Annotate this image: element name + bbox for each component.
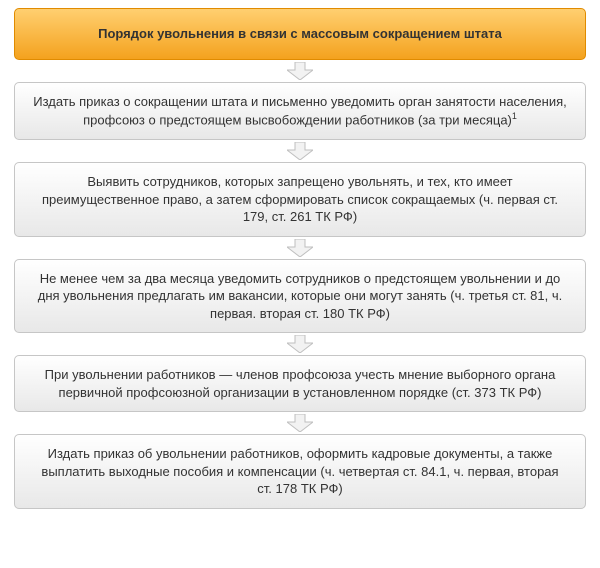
- down-arrow-icon: [287, 60, 313, 82]
- step-text: Издать приказ об увольнении работников, …: [41, 446, 558, 496]
- flowchart-step: Не менее чем за два месяца уведомить сот…: [14, 259, 586, 334]
- step-text: Издать приказ о сокращении штата и письм…: [33, 94, 567, 128]
- flowchart-step: Издать приказ об увольнении работников, …: [14, 434, 586, 509]
- title-text: Порядок увольнения в связи с массовым со…: [98, 26, 502, 41]
- down-arrow-icon: [287, 412, 313, 434]
- step-text: Выявить сотрудников, которых запрещено у…: [42, 174, 558, 224]
- flowchart-step: При увольнении работников — членов профс…: [14, 355, 586, 412]
- footnote-marker: 1: [512, 111, 517, 121]
- down-arrow-icon: [287, 333, 313, 355]
- flowchart-container: Порядок увольнения в связи с массовым со…: [0, 0, 600, 513]
- down-arrow-icon: [287, 140, 313, 162]
- step-text: При увольнении работников — членов профс…: [45, 367, 556, 400]
- flowchart-title: Порядок увольнения в связи с массовым со…: [14, 8, 586, 60]
- down-arrow-icon: [287, 237, 313, 259]
- flowchart-step: Выявить сотрудников, которых запрещено у…: [14, 162, 586, 237]
- flowchart-step: Издать приказ о сокращении штата и письм…: [14, 82, 586, 140]
- step-text: Не менее чем за два месяца уведомить сот…: [38, 271, 563, 321]
